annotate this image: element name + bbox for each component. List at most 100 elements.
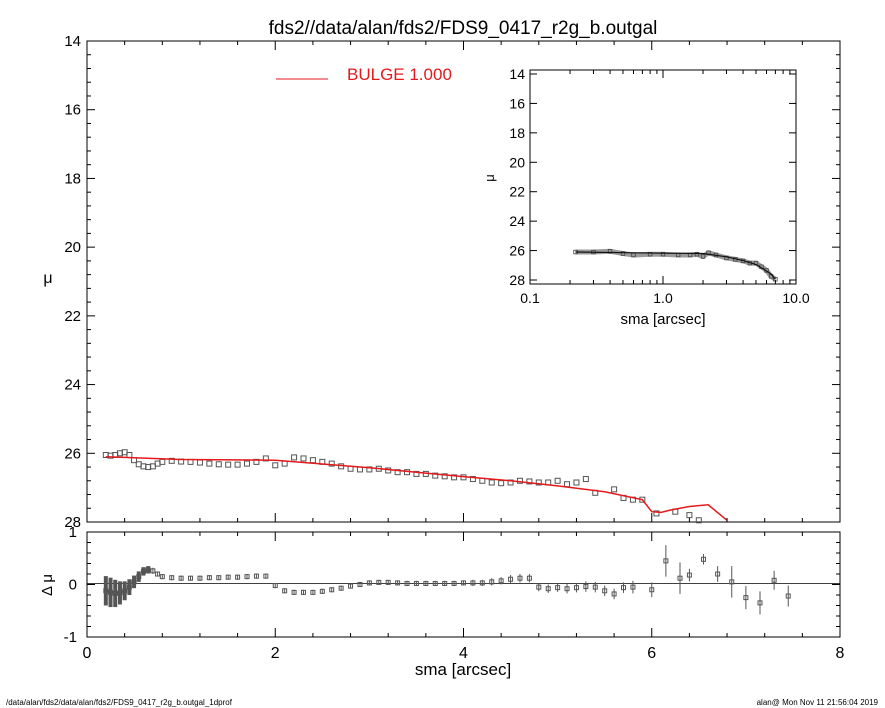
main-data-point bbox=[582, 476, 589, 483]
inset-plot-marks bbox=[573, 248, 778, 282]
residual-data-point bbox=[376, 579, 382, 585]
main-data-point bbox=[573, 479, 580, 486]
inset-y-tick-label: 26 bbox=[509, 243, 525, 259]
main-y-axis-label: μ bbox=[43, 270, 52, 287]
residual-data-point bbox=[103, 588, 109, 594]
main-data-point bbox=[498, 480, 505, 487]
footer-timestamp: alan@ Mon Nov 11 21:56:04 2019 bbox=[757, 698, 879, 707]
residual-data-point bbox=[140, 568, 146, 574]
residual-data-point bbox=[743, 595, 749, 601]
residual-data-point bbox=[729, 579, 735, 585]
figure-title: fds2//data/alan/fds2/FDS9_0417_r2g_b.out… bbox=[269, 18, 658, 39]
residual-data-point bbox=[649, 587, 655, 593]
residual-data-point bbox=[263, 573, 269, 579]
residual-data-point bbox=[188, 575, 194, 581]
inset-x-axis-label: sma [arcsec] bbox=[620, 311, 705, 328]
inset-y-axis-label: μ bbox=[482, 174, 497, 182]
residual-data-point bbox=[225, 574, 231, 580]
main-y-tick-label: 22 bbox=[64, 308, 81, 325]
residual-data-point bbox=[413, 580, 419, 586]
inset-x-tick-label: 10.0 bbox=[782, 290, 809, 306]
residual-data-point bbox=[136, 574, 142, 580]
residual-y-axis-label: Δ μ bbox=[39, 574, 56, 596]
residual-data-point bbox=[155, 571, 161, 577]
main-y-tick-label: 16 bbox=[64, 102, 81, 119]
main-data-point bbox=[272, 462, 279, 469]
residual-plot-marks bbox=[103, 545, 791, 615]
residual-x-tick-label: 2 bbox=[271, 645, 280, 662]
residual-data-point bbox=[508, 576, 514, 582]
residual-x-tick-label: 0 bbox=[83, 645, 92, 662]
residual-data-point bbox=[357, 582, 363, 587]
residual-data-point bbox=[404, 580, 410, 586]
residual-data-point bbox=[555, 585, 561, 591]
residual-data-point bbox=[498, 578, 504, 584]
inset-y-tick-label: 16 bbox=[509, 95, 525, 111]
residual-data-point bbox=[235, 574, 241, 580]
main-data-point bbox=[291, 454, 298, 461]
residual-data-point bbox=[338, 585, 344, 591]
residual-data-point bbox=[573, 585, 579, 591]
main-data-point bbox=[516, 477, 523, 484]
main-data-point bbox=[234, 461, 241, 468]
residual-data-point bbox=[592, 584, 598, 590]
main-data-point bbox=[309, 457, 316, 464]
main-data-point bbox=[225, 461, 232, 468]
residual-data-point bbox=[216, 575, 222, 581]
main-data-point bbox=[526, 478, 533, 485]
main-data-point bbox=[695, 517, 702, 524]
residual-data-point bbox=[169, 575, 175, 581]
inset-y-tick-label: 28 bbox=[509, 272, 525, 288]
legend-label: BULGE 1.000 bbox=[347, 65, 452, 84]
residual-x-tick-label: 8 bbox=[836, 645, 845, 662]
residual-data-point bbox=[197, 575, 203, 581]
residual-data-point bbox=[126, 584, 132, 590]
residual-data-point bbox=[319, 588, 325, 594]
residual-data-point bbox=[385, 579, 391, 585]
inset-data-point bbox=[620, 251, 626, 256]
main-data-point bbox=[488, 479, 495, 486]
main-data-point bbox=[168, 457, 175, 464]
main-data-point bbox=[300, 455, 307, 462]
main-data-point bbox=[564, 481, 571, 488]
inset-data-band bbox=[575, 248, 777, 282]
main-data-point bbox=[366, 466, 373, 473]
residual-data-point bbox=[442, 580, 448, 586]
residual-data-point bbox=[545, 586, 551, 592]
residual-data-point bbox=[117, 590, 123, 596]
residual-data-point bbox=[122, 588, 128, 594]
residual-data-point bbox=[583, 584, 589, 590]
residual-data-point bbox=[621, 585, 627, 591]
residual-data-point bbox=[329, 587, 335, 593]
residual-data-point bbox=[178, 575, 184, 581]
residual-data-point bbox=[282, 588, 288, 594]
residual-data-point bbox=[470, 580, 476, 586]
residual-data-point bbox=[663, 558, 669, 564]
inset-x-tick-label: 0.1 bbox=[520, 290, 540, 306]
residual-y-tick-label: 1 bbox=[69, 524, 77, 541]
main-data-point bbox=[432, 472, 439, 479]
main-data-point bbox=[206, 460, 213, 467]
main-data-point bbox=[469, 476, 476, 483]
residual-data-point bbox=[300, 589, 306, 595]
residual-data-point bbox=[611, 591, 617, 597]
main-data-point bbox=[611, 486, 618, 493]
inset-data-point bbox=[700, 254, 706, 259]
main-y-tick-label: 26 bbox=[64, 445, 81, 462]
residual-data-point bbox=[757, 600, 763, 606]
residual-y-tick-label: 0 bbox=[69, 577, 77, 594]
residual-data-point bbox=[564, 586, 570, 592]
inset-x-tick-label: 1.0 bbox=[653, 290, 673, 306]
main-data-point bbox=[328, 460, 335, 467]
main-data-point bbox=[262, 455, 269, 462]
main-plot-marks bbox=[102, 449, 728, 524]
main-y-tick-label: 18 bbox=[64, 170, 81, 187]
residual-data-point bbox=[526, 575, 532, 581]
residual-data-point bbox=[206, 575, 212, 581]
main-data-point bbox=[281, 460, 288, 467]
residual-data-point bbox=[244, 574, 250, 580]
residual-data-point bbox=[272, 583, 278, 589]
inset-y-tick-label: 20 bbox=[509, 154, 525, 170]
residual-data-point bbox=[677, 575, 683, 581]
